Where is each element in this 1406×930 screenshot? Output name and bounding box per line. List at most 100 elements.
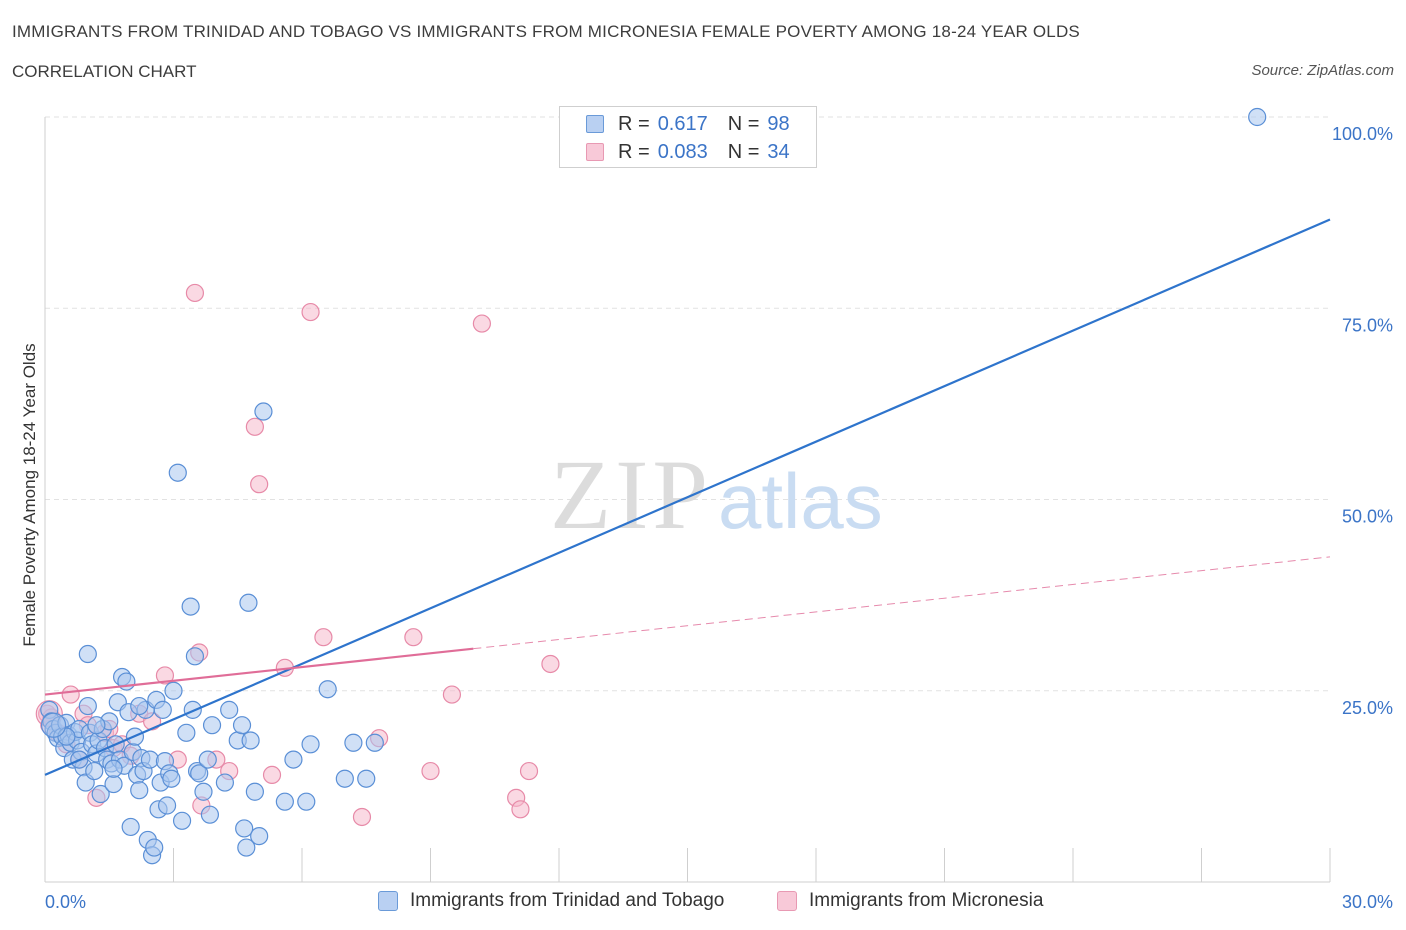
trinidad-point	[237, 838, 256, 857]
legend-row-micronesia: R = 0.083 N = 34	[586, 140, 790, 164]
micronesia-point	[262, 765, 282, 785]
x-tick-label: 30.0%	[1342, 892, 1393, 912]
legend-swatch-pink	[586, 143, 604, 161]
trinidad-point	[275, 792, 294, 811]
trinidad-point	[177, 723, 196, 742]
legend-item-micronesia[interactable]: Immigrants from Micronesia	[777, 890, 1043, 912]
trinidad-point	[130, 781, 149, 800]
legend-swatch-blue	[586, 115, 604, 133]
trinidad-point	[130, 696, 149, 716]
legend-r-value: 0.083	[657, 140, 708, 163]
trinidad-point	[40, 712, 67, 738]
trinidad-point	[140, 750, 160, 769]
trinidad-point	[215, 773, 234, 792]
micronesia-point	[250, 475, 269, 494]
trinidad-point	[78, 696, 97, 716]
grid-layer	[45, 116, 1330, 692]
trinidad-point	[1248, 107, 1267, 127]
trinidad-point	[335, 769, 354, 788]
trinidad-point	[297, 792, 316, 811]
trinidad-point	[301, 735, 320, 754]
trinidad-point	[239, 593, 258, 612]
trinidad-point	[365, 733, 384, 752]
micronesia-point	[61, 685, 80, 704]
legend-item-trinidad[interactable]: Immigrants from Trinidad and Tobago	[378, 890, 724, 912]
micronesia-trend-extension	[473, 556, 1331, 650]
watermark: ZIP atlas	[550, 439, 883, 550]
micronesia-point	[301, 302, 320, 322]
trinidad-point	[344, 733, 363, 752]
watermark-atlas: atlas	[718, 457, 883, 545]
trinidad-point	[85, 761, 104, 781]
trinidad-point	[357, 769, 376, 788]
y-tick-label: 75.0%	[1342, 315, 1393, 335]
trinidad-point	[318, 680, 337, 699]
legend-swatch-blue	[378, 891, 398, 911]
trinidad-point	[185, 647, 205, 666]
trinidad-point	[284, 750, 303, 769]
micronesia-point	[519, 761, 539, 781]
micronesia-point	[155, 666, 175, 685]
trinidad-point	[121, 817, 140, 837]
trinidad-point	[254, 402, 273, 421]
micronesia-point	[511, 800, 530, 819]
micronesia-point	[245, 417, 264, 436]
axes-layer	[44, 117, 1331, 883]
legend-n-label: N =	[727, 140, 760, 163]
trinidad-point	[162, 769, 181, 788]
trinidad-point	[235, 819, 254, 838]
legend-swatch-pink	[777, 891, 797, 911]
source-label: Source: ZipAtlas.com	[1251, 62, 1394, 79]
trinidad-point	[194, 782, 213, 801]
micronesia-point	[404, 628, 423, 647]
micronesia-point	[442, 685, 462, 704]
axis-labels: 25.0% 50.0% 75.0% 100.0% 0.0% 30.0% Female Pov…	[20, 124, 1393, 912]
legend-label-micronesia: Immigrants from Micronesia	[809, 890, 1044, 911]
trinidad-point	[145, 838, 164, 857]
trinidad-point	[200, 805, 220, 824]
trinidad-point	[168, 463, 187, 482]
trinidad-point	[241, 731, 260, 750]
micronesia-trend-line	[44, 647, 474, 696]
correlation-legend: R = 0.617 N = 98 R = 0.083 N = 34	[559, 106, 817, 168]
y-tick-label: 25.0%	[1342, 698, 1393, 718]
legend-r-value: 0.617	[657, 112, 708, 135]
trinidad-point	[87, 716, 106, 735]
trinidad-point	[172, 811, 192, 830]
legend-row-trinidad: R = 0.617 N = 98	[586, 112, 790, 136]
legend-r-label: R =	[618, 140, 650, 163]
legend-label-trinidad: Immigrants from Trinidad and Tobago	[410, 890, 725, 911]
micronesia-point	[541, 654, 560, 674]
trinidad-point	[91, 784, 110, 804]
micronesia-point	[421, 761, 440, 781]
trinidad-trend-line	[44, 218, 1331, 776]
trinidad-point	[157, 796, 177, 815]
y-axis-title: Female Poverty Among 18-24 Year Olds	[20, 343, 39, 646]
trinidad-point	[104, 774, 123, 794]
trinidad-point	[220, 700, 239, 719]
legend-n-label: N =	[727, 112, 760, 135]
trinidad-point	[202, 716, 222, 735]
micronesia-point	[185, 283, 205, 303]
trinidad-point	[250, 826, 269, 846]
y-tick-label: 100.0%	[1332, 124, 1393, 144]
trinidad-point	[245, 782, 264, 801]
chart-title: IMMIGRANTS FROM TRINIDAD AND TOBAGO VS I…	[12, 22, 1080, 41]
trinidad-point	[181, 597, 200, 616]
trinidad-point	[153, 700, 172, 719]
watermark-zip: ZIP	[550, 439, 712, 550]
legend-n-value: 34	[767, 140, 790, 163]
legend-n-value: 98	[767, 112, 790, 135]
trinidad-point	[232, 716, 252, 735]
micronesia-point	[352, 807, 372, 827]
x-tick-label: 0.0%	[45, 892, 86, 912]
trinidad-point	[190, 764, 209, 783]
micronesia-point	[472, 314, 491, 333]
micronesia-point	[314, 628, 333, 647]
trinidad-point	[104, 759, 123, 778]
y-tick-label: 50.0%	[1342, 507, 1393, 527]
series-legend: Immigrants from Trinidad and Tobago Immi…	[0, 890, 1406, 916]
trinidad-point	[78, 644, 97, 664]
trend-lines	[44, 218, 1331, 776]
